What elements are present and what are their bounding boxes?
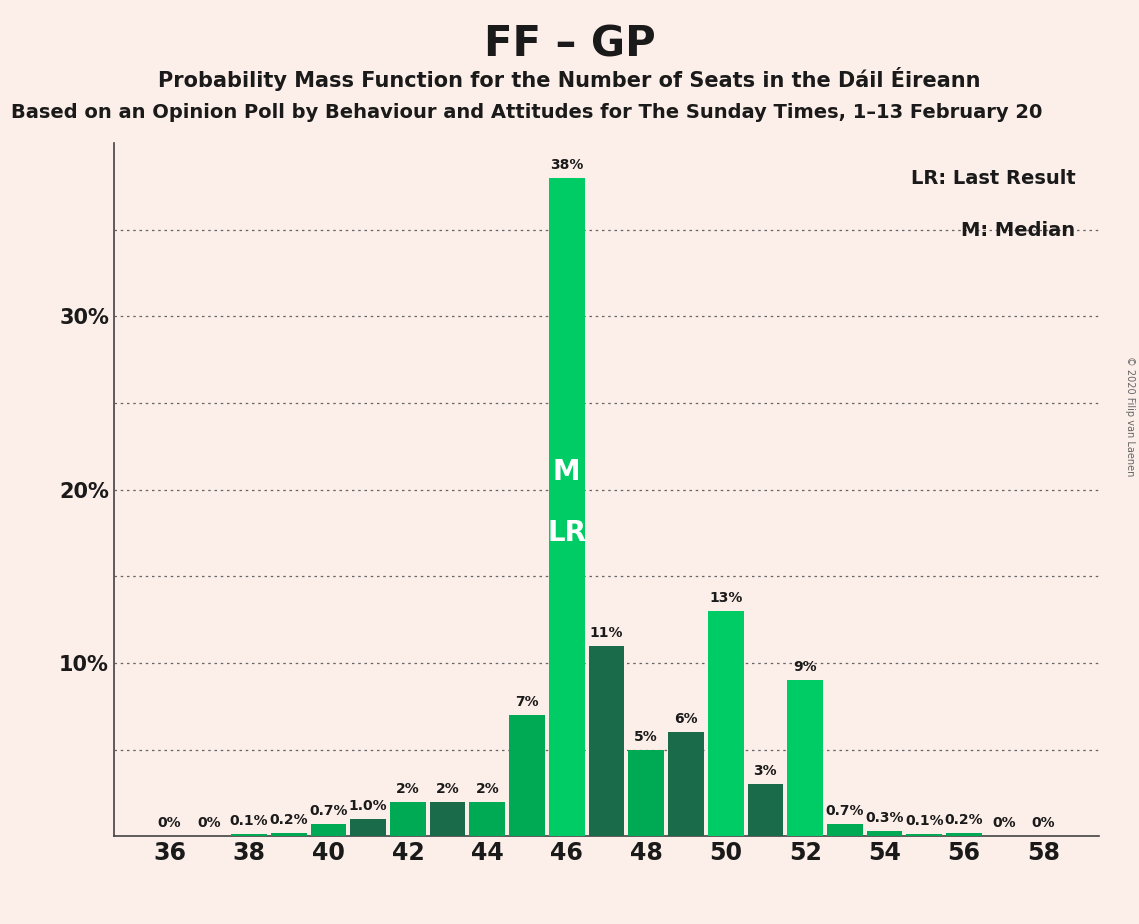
Text: 1.0%: 1.0% — [349, 799, 387, 813]
Bar — [231, 834, 267, 836]
Text: 0.3%: 0.3% — [866, 811, 904, 825]
Text: 0.1%: 0.1% — [230, 814, 269, 829]
Text: M: Median: M: Median — [961, 221, 1075, 240]
Bar — [429, 802, 466, 836]
Text: 0.7%: 0.7% — [309, 804, 347, 818]
Bar — [669, 732, 704, 836]
Bar — [390, 802, 426, 836]
Bar — [827, 824, 862, 836]
Text: M: M — [552, 458, 581, 486]
Bar — [509, 715, 544, 836]
Bar — [629, 749, 664, 836]
Text: 0.2%: 0.2% — [270, 813, 308, 827]
Text: LR: LR — [548, 519, 587, 547]
Bar — [589, 646, 624, 836]
Bar — [907, 834, 942, 836]
Bar — [787, 680, 823, 836]
Bar — [947, 833, 982, 836]
Text: 0.7%: 0.7% — [826, 804, 865, 818]
Text: 11%: 11% — [590, 626, 623, 639]
Text: 0%: 0% — [992, 816, 1016, 830]
Bar — [469, 802, 506, 836]
Bar — [311, 824, 346, 836]
Text: 0%: 0% — [157, 816, 181, 830]
Text: 9%: 9% — [794, 661, 817, 675]
Bar — [707, 611, 744, 836]
Text: 38%: 38% — [550, 158, 583, 172]
Bar — [351, 819, 386, 836]
Text: 0%: 0% — [1032, 816, 1056, 830]
Bar — [747, 784, 784, 836]
Text: 2%: 2% — [436, 782, 459, 796]
Text: 0.2%: 0.2% — [944, 813, 983, 827]
Text: FF – GP: FF – GP — [484, 23, 655, 65]
Bar — [271, 833, 306, 836]
Text: 6%: 6% — [674, 712, 698, 726]
Text: 0%: 0% — [197, 816, 221, 830]
Text: 3%: 3% — [754, 764, 777, 778]
Text: 7%: 7% — [515, 695, 539, 709]
Text: 13%: 13% — [708, 591, 743, 605]
Text: 5%: 5% — [634, 730, 658, 744]
Bar — [549, 177, 584, 836]
Text: 0.1%: 0.1% — [906, 814, 943, 829]
Text: LR: Last Result: LR: Last Result — [910, 169, 1075, 188]
Text: © 2020 Filip van Laenen: © 2020 Filip van Laenen — [1125, 356, 1134, 476]
Bar — [867, 831, 902, 836]
Text: Probability Mass Function for the Number of Seats in the Dáil Éireann: Probability Mass Function for the Number… — [158, 67, 981, 91]
Text: Based on an Opinion Poll by Behaviour and Attitudes for The Sunday Times, 1–13 F: Based on an Opinion Poll by Behaviour an… — [11, 103, 1043, 123]
Text: 2%: 2% — [396, 782, 420, 796]
Text: 2%: 2% — [475, 782, 499, 796]
